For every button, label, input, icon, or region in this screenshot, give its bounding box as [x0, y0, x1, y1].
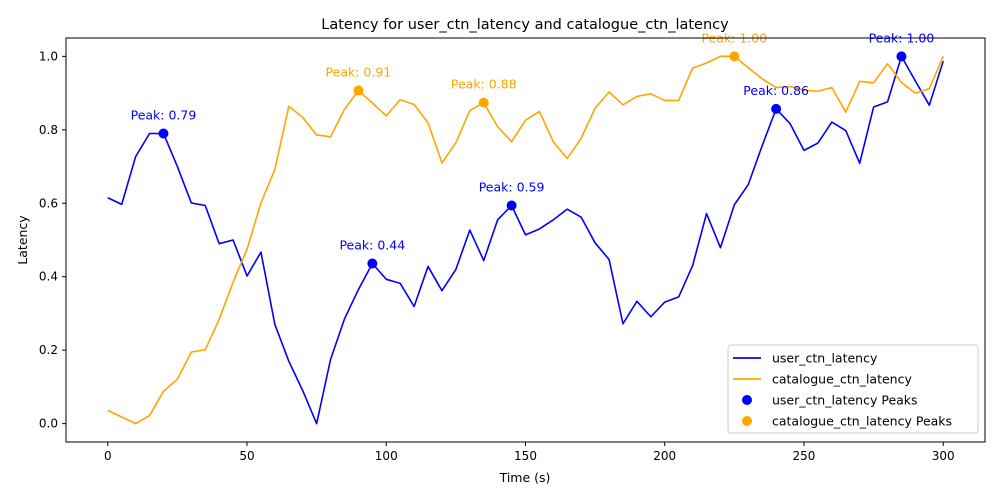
- peak-marker: [367, 258, 378, 269]
- peak-label: Peak: 0.44: [339, 238, 405, 253]
- y-tick-label: 0.2: [39, 343, 58, 357]
- y-tick-label: 0.6: [39, 196, 58, 210]
- x-tick-label: 0: [104, 449, 112, 463]
- y-axis-label: Latency: [15, 215, 30, 265]
- x-tick-label: 200: [653, 449, 676, 463]
- y-tick-label: 0.4: [39, 270, 58, 284]
- series-line-catalogue-ctn-latency: [107, 55, 944, 425]
- peak-label: Peak: 0.86: [743, 83, 809, 98]
- legend-label: user_ctn_latency: [772, 351, 878, 366]
- x-tick-label: 100: [375, 449, 398, 463]
- legend: user_ctn_latency catalogue_ctn_latencyuse…: [727, 344, 979, 434]
- x-tick-label: 50: [239, 449, 254, 463]
- axis-ticks: 0 50 100 150 200 250 300 0.0 0.2 0.4 0.6 0.8 1.0: [39, 49, 955, 463]
- peak-marker: [896, 51, 907, 62]
- x-tick-label: 250: [793, 449, 816, 463]
- x-tick-label: 300: [932, 449, 955, 463]
- plot-frame: [65, 37, 986, 443]
- series-lines: [107, 55, 944, 425]
- legend-label: catalogue_ctn_latency: [772, 372, 912, 387]
- peak-markers: Peak: 0.79 Peak: 0.44 Peak: 0.59 Peak: 0.86…: [131, 30, 934, 269]
- y-tick-label: 1.0: [39, 49, 58, 63]
- peak-label: Peak: 0.59: [479, 179, 545, 194]
- peak-label: Peak: 0.91: [326, 65, 392, 80]
- peak-label: Peak: 0.79: [131, 107, 197, 122]
- chart-title: Latency for user_ctn_latency and catalog…: [321, 17, 729, 33]
- series-line-user-ctn-latency: [107, 55, 944, 425]
- x-tick-label: 150: [514, 449, 537, 463]
- legend-dot-swatch: [742, 395, 752, 405]
- legend-label: user_ctn_latency Peaks: [772, 393, 918, 408]
- legend-dot-swatch: [742, 416, 752, 426]
- y-tick-label: 0.0: [39, 417, 58, 431]
- peak-marker: [771, 103, 782, 114]
- legend-label: catalogue_ctn_latency Peaks: [772, 414, 952, 429]
- x-axis-label: Time (s): [499, 470, 551, 485]
- peak-label: Peak: 0.88: [451, 77, 517, 92]
- peak-marker: [478, 97, 489, 108]
- legend-box: [727, 344, 979, 434]
- y-tick-label: 0.8: [39, 123, 58, 137]
- peak-marker: [158, 128, 169, 139]
- peak-marker: [353, 85, 364, 96]
- peak-marker: [729, 51, 740, 62]
- peak-marker: [506, 200, 517, 211]
